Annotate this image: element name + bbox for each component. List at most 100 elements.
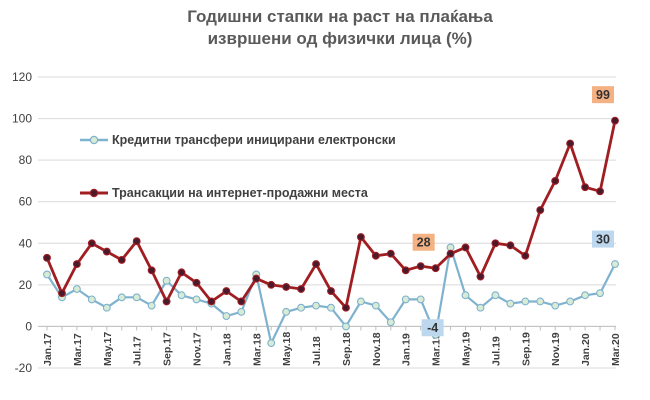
data-callout: 28 (412, 233, 435, 251)
data-point (222, 287, 231, 296)
legend-label-credit-transfers: Кредитни трансфери иницирани електронски (112, 133, 396, 147)
callout-box (412, 233, 435, 251)
data-point (596, 289, 605, 298)
x-tick-label: May.19 (461, 332, 473, 366)
chart-title-line-1: Годишни стапки на раст на плаќања (187, 7, 493, 26)
data-point (401, 295, 410, 304)
data-point (521, 297, 530, 306)
callout-label: 99 (596, 88, 610, 102)
data-point (312, 260, 321, 269)
y-tick-label: -20 (15, 361, 33, 375)
y-tick-label: 20 (19, 278, 33, 292)
data-point (327, 287, 335, 296)
chart-title-line-2: извршени од физички лица (%) (208, 29, 473, 48)
data-point (506, 299, 515, 308)
data-point (237, 297, 246, 306)
legend-marker-credit-transfers (89, 135, 99, 145)
data-point (147, 266, 156, 275)
series-credit-transfers (43, 243, 619, 348)
data-point (341, 303, 350, 312)
x-tick-label: May.18 (281, 332, 293, 366)
data-point (43, 253, 51, 262)
data-point (147, 301, 156, 310)
data-point (386, 318, 395, 327)
data-point (386, 249, 395, 258)
data-point (446, 249, 455, 258)
data-point (87, 295, 96, 304)
data-point (72, 285, 81, 293)
y-tick-label: 0 (25, 319, 32, 333)
series-internet-sales (43, 116, 619, 312)
data-point (581, 183, 590, 192)
legend-label-internet-sales: Трансакции на интернет-продажни места (112, 186, 369, 200)
data-point (222, 312, 231, 320)
data-point (416, 295, 425, 304)
data-point (341, 322, 350, 331)
series-line (45, 120, 617, 310)
data-point (371, 251, 380, 260)
data-point (551, 176, 560, 185)
y-axis: -20 0 20 40 60 80 100 120 (12, 70, 32, 375)
data-point (506, 241, 515, 250)
data-callouts: 99 28 30 -4 (412, 86, 614, 337)
data-point (356, 233, 365, 242)
data-point (252, 274, 261, 283)
callout-box (592, 86, 614, 104)
x-tick-label: Jan.17 (42, 333, 54, 366)
x-tick-label: Jul.18 (311, 336, 323, 366)
data-point (43, 270, 51, 279)
data-point (356, 297, 365, 306)
data-point (327, 303, 335, 312)
data-point (566, 297, 575, 306)
data-point (461, 291, 470, 300)
x-tick-label: Mar.19 (431, 333, 443, 366)
data-point (491, 291, 500, 300)
x-tick-label: Jan.19 (401, 333, 413, 366)
data-point (192, 278, 201, 287)
x-tick-label: Mar.18 (251, 333, 263, 366)
gridlines (38, 76, 616, 369)
data-point (177, 268, 186, 277)
y-tick-label: 120 (12, 70, 32, 84)
x-tick-label: Nov.18 (371, 332, 383, 366)
data-point (102, 247, 111, 256)
data-point (611, 116, 619, 125)
data-point (57, 289, 66, 298)
x-axis: Jan.17 Mar.17 May.17 Jul.17 Sep.17 Nov.17 Jan.… (38, 325, 622, 366)
data-point (162, 297, 171, 306)
data-point (267, 280, 276, 289)
data-point (282, 307, 291, 316)
data-point (132, 237, 141, 246)
data-point (476, 272, 485, 281)
data-point (72, 260, 81, 269)
data-point (566, 139, 575, 148)
y-tick-label: 60 (19, 195, 33, 209)
data-point (312, 301, 321, 310)
data-point (237, 307, 246, 316)
data-point (162, 276, 171, 285)
data-point (596, 187, 605, 196)
data-point (132, 293, 141, 302)
data-point (371, 301, 380, 310)
data-point (117, 255, 126, 264)
x-tick-label: Mar.17 (72, 333, 84, 366)
data-point (177, 291, 186, 300)
x-tick-label: Jan.18 (221, 333, 233, 366)
x-tick-label: Nov.19 (550, 332, 562, 366)
data-point (192, 295, 201, 304)
y-tick-label: 100 (12, 112, 32, 126)
x-tick-label: Jan.20 (580, 333, 592, 366)
data-point (297, 285, 306, 293)
series-layer (43, 116, 619, 348)
callout-label: 28 (417, 236, 431, 250)
x-tick-label: Sep.19 (520, 332, 532, 366)
data-point (401, 266, 410, 275)
x-tick-label: Mar.20 (610, 333, 622, 366)
data-point (87, 239, 96, 248)
data-point (117, 293, 126, 302)
data-point (476, 303, 485, 312)
data-point (297, 303, 306, 312)
legend-marker-internet-sales (89, 188, 99, 198)
data-point (267, 339, 276, 348)
